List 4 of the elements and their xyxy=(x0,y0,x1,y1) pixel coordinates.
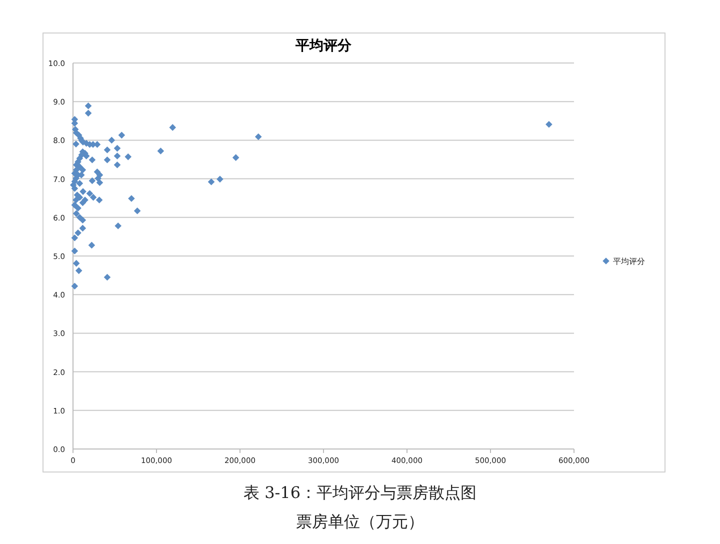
legend-label: 平均评分 xyxy=(613,257,645,266)
text: 表 3-16：平均评分与票房散点图 xyxy=(243,483,477,502)
text: 票房单位（万元） xyxy=(296,512,424,531)
chart-title: 平均评分 xyxy=(294,38,352,54)
